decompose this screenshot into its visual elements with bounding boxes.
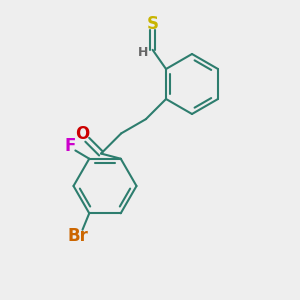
Text: F: F (64, 137, 76, 155)
Text: H: H (138, 46, 148, 59)
Text: Br: Br (68, 227, 88, 245)
Text: S: S (147, 15, 159, 33)
Text: O: O (75, 125, 89, 143)
